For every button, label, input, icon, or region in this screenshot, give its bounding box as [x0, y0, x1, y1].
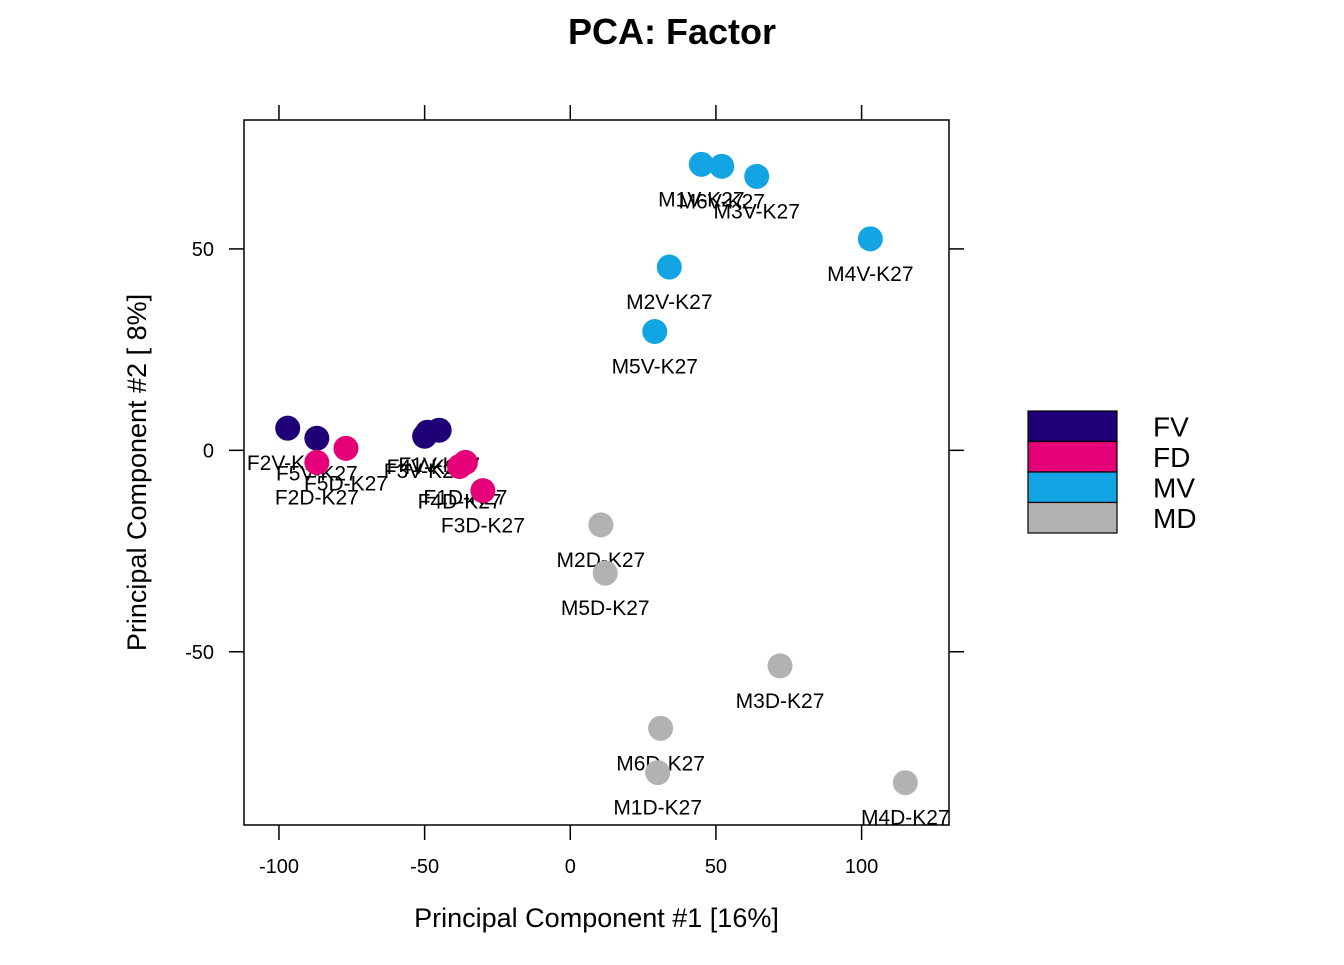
y-tick-label: -50	[185, 642, 214, 664]
x-tick-label: -100	[259, 856, 299, 878]
x-tick-label: 100	[845, 856, 878, 878]
data-point-m4d-k27	[892, 770, 918, 796]
data-point-f5v-k27	[304, 425, 330, 451]
legend-swatch-md	[1027, 501, 1118, 534]
legend-label: MV	[1153, 472, 1195, 503]
data-point-m1d-k27	[645, 760, 671, 786]
x-axis-label: Principal Component #1 [16%]	[414, 903, 779, 933]
data-point-f4v-k27	[415, 419, 441, 445]
legend-swatch-mv	[1027, 471, 1118, 504]
data-point-m5d-k27	[592, 560, 618, 586]
data-point-m1v-k27	[688, 151, 714, 177]
point-label: M4D-K27	[861, 807, 950, 830]
data-point-f1d-k27	[452, 449, 478, 475]
data-point-m4v-k27	[857, 226, 883, 252]
point-label: F2D-K27	[275, 486, 359, 509]
data-point-m5v-k27	[642, 319, 668, 344]
point-label: M1V-K27	[658, 188, 744, 211]
point-label: F5D-K27	[304, 472, 388, 495]
data-point-f5d-k27	[333, 435, 359, 461]
legend-label: FV	[1153, 411, 1189, 442]
legend-label: FD	[1153, 442, 1190, 473]
y-tick-label: 50	[192, 239, 214, 261]
y-tick-label: 0	[203, 440, 214, 462]
point-label: M2V-K27	[626, 291, 712, 314]
data-point-m2v-k27	[656, 254, 682, 280]
point-label: F3V-K27	[384, 460, 466, 483]
point-label: F3D-K27	[441, 515, 525, 538]
data-point-m3d-k27	[767, 653, 793, 679]
point-label: M6V-K27	[679, 190, 765, 213]
legend-label: MD	[1153, 503, 1197, 534]
y-axis-label: Principal Component #2 [ 8%]	[122, 294, 152, 651]
point-label: M2D-K27	[557, 549, 646, 572]
axis-ticks: -100 -50 0 50 100 -50 0 50	[185, 105, 964, 878]
plot-frame	[243, 119, 950, 826]
point-label: M5D-K27	[561, 597, 650, 620]
x-tick-label: -50	[410, 856, 439, 878]
point-label: M3D-K27	[736, 690, 825, 713]
chart-title: PCA: Factor	[568, 11, 776, 52]
legend-swatch-fv	[1027, 410, 1118, 443]
point-label: M4V-K27	[827, 263, 913, 286]
x-tick-label: 0	[565, 856, 576, 878]
data-point-m2d-k27	[588, 512, 614, 538]
data-point-f2d-k27	[304, 449, 330, 475]
data-points: F2V-K27F5V-K27F3V-K27F1V-K27F4V-K27F2D-K…	[247, 151, 950, 830]
point-label: M5V-K27	[612, 356, 698, 379]
data-point-m6v-k27	[709, 153, 735, 179]
data-point-m3v-k27	[744, 163, 770, 189]
legend-swatch-fd	[1027, 440, 1118, 473]
x-tick-label: 50	[705, 856, 727, 878]
data-point-f3d-k27	[470, 478, 496, 504]
data-point-f2v-k27	[275, 415, 301, 441]
data-point-m6d-k27	[648, 715, 674, 741]
point-label: M1D-K27	[613, 797, 702, 820]
point-label: M3V-K27	[714, 200, 800, 223]
